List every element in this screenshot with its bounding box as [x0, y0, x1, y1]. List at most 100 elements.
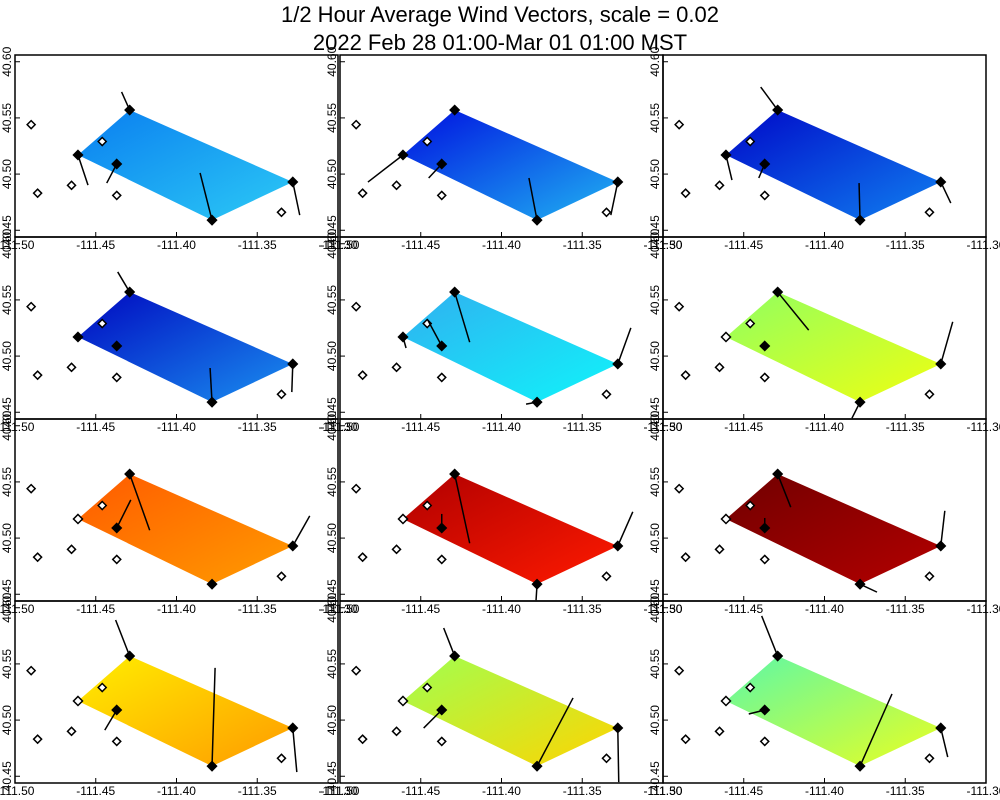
station-marker — [720, 331, 732, 343]
x-tick-label: -111.35 — [886, 602, 925, 616]
station-marker — [97, 318, 108, 329]
station-marker — [124, 104, 136, 116]
station-marker — [66, 726, 77, 737]
y-tick-label: 40.60 — [325, 228, 339, 258]
station-marker — [422, 500, 433, 511]
y-tick-label: 40.50 — [0, 705, 14, 735]
station-marker — [924, 753, 935, 764]
wind-vector — [453, 291, 471, 343]
x-tick-label: -111.40 — [157, 420, 196, 434]
x-tick-label: -111.30 — [967, 420, 1000, 434]
x-tick-label: -111.45 — [724, 238, 763, 252]
wind-field — [77, 110, 293, 221]
x-tick-label: -111.30 — [967, 784, 1000, 798]
wind-vector — [940, 727, 949, 758]
wind-vector — [423, 709, 443, 729]
wind-vector — [858, 183, 861, 221]
station-marker — [935, 540, 947, 552]
station-marker — [674, 301, 685, 312]
station-marker — [436, 704, 448, 716]
station-marker — [72, 695, 84, 707]
x-tick-label: -111.40 — [157, 784, 196, 798]
x-tick-label: -111.45 — [724, 420, 763, 434]
wind-vector — [776, 473, 792, 508]
panel: -111.50-111.45-111.40-111.35-111.3040.45… — [321, 228, 683, 434]
station-marker — [357, 188, 368, 199]
station-marker — [72, 149, 84, 161]
station-marker — [287, 540, 299, 552]
y-tick-label: 40.55 — [325, 649, 339, 679]
station-marker — [436, 340, 448, 352]
station-marker — [206, 578, 218, 590]
station-marker — [397, 331, 409, 343]
station-marker — [436, 372, 447, 383]
station-marker — [276, 207, 287, 218]
y-tick-label: 40.50 — [648, 341, 662, 371]
station-marker — [66, 362, 77, 373]
x-tick-label: -111.30 — [967, 238, 1000, 252]
wind-vector — [199, 172, 213, 221]
station-marker — [612, 358, 624, 370]
station-marker — [436, 522, 448, 534]
station-marker — [72, 331, 84, 343]
station-marker — [436, 158, 448, 170]
station-marker — [287, 722, 299, 734]
x-tick-label: -111.35 — [563, 420, 602, 434]
x-tick-label: -111.40 — [805, 602, 844, 616]
wind-field — [725, 474, 941, 585]
station-marker — [854, 578, 866, 590]
wind-vector — [536, 697, 574, 767]
y-tick-label: 40.60 — [325, 46, 339, 76]
x-tick-label: -111.35 — [238, 238, 277, 252]
y-tick-label: 40.50 — [325, 159, 339, 189]
wind-field — [77, 474, 293, 585]
station-marker — [601, 207, 612, 218]
wind-vector — [777, 291, 810, 331]
station-marker — [26, 665, 37, 676]
wind-vector — [453, 473, 471, 544]
y-tick-label: 40.60 — [0, 592, 14, 622]
panel: -111.50-111.45-111.40-111.35-111.3040.45… — [0, 46, 358, 252]
station-marker — [531, 578, 543, 590]
y-tick-label: 40.60 — [648, 592, 662, 622]
wind-vector — [116, 499, 132, 529]
y-tick-label: 40.60 — [0, 46, 14, 76]
x-tick-label: -111.35 — [563, 784, 602, 798]
x-tick-label: -111.30 — [967, 602, 1000, 616]
x-tick-label: -111.50 — [0, 420, 35, 434]
wind-vector — [292, 181, 301, 216]
station-marker — [714, 544, 725, 555]
station-marker — [351, 483, 362, 494]
panel: -111.50-111.45-111.40-111.35-111.3040.45… — [644, 592, 1000, 798]
station-marker — [26, 301, 37, 312]
y-tick-label: 40.55 — [0, 103, 14, 133]
station-marker — [436, 554, 447, 565]
station-marker — [66, 180, 77, 191]
wind-vector — [114, 619, 131, 657]
wind-field — [725, 110, 941, 221]
x-tick-label: -111.50 — [321, 784, 360, 798]
station-marker — [759, 340, 771, 352]
wind-vector — [128, 473, 151, 531]
x-tick-label: -111.50 — [644, 784, 683, 798]
x-tick-label: -111.40 — [805, 420, 844, 434]
x-tick-label: -111.40 — [482, 784, 521, 798]
x-tick-label: -111.30 — [319, 784, 358, 798]
wind-vector — [760, 615, 779, 657]
x-tick-label: -111.35 — [238, 420, 277, 434]
station-marker — [32, 734, 43, 745]
station-marker — [351, 665, 362, 676]
station-marker — [745, 318, 756, 329]
y-tick-label: 40.50 — [325, 341, 339, 371]
wind-field — [725, 656, 941, 767]
wind-vector — [209, 367, 213, 403]
station-marker — [26, 483, 37, 494]
station-marker — [351, 119, 362, 130]
wind-vector — [610, 181, 619, 216]
station-marker — [531, 760, 543, 772]
station-marker — [206, 760, 218, 772]
y-tick-label: 40.55 — [325, 285, 339, 315]
station-marker — [124, 650, 136, 662]
y-tick-label: 40.60 — [325, 592, 339, 622]
wind-vector — [528, 177, 538, 221]
